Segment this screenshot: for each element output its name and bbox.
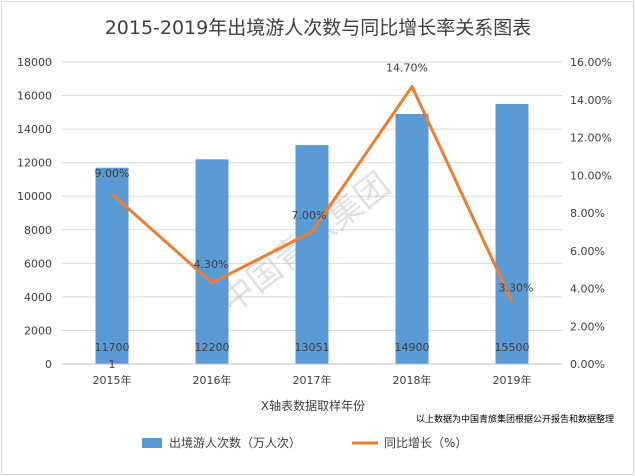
y-right-tick-label: 4.00% (570, 283, 605, 296)
bar (495, 103, 529, 364)
y-right-tick-label: 8.00% (570, 207, 605, 220)
bar (195, 159, 229, 364)
y-left-tick-label: 10000 (17, 190, 52, 203)
stray-label: 1 (109, 358, 116, 371)
y-right-tick-label: 6.00% (570, 245, 605, 258)
source-note: 以上数据为中国青旅集团根据公开报告和数据整理 (416, 413, 614, 425)
line-data-label: 7.00% (292, 209, 327, 222)
y-left-tick-label: 4000 (24, 291, 52, 304)
y-left-tick-label: 14000 (17, 123, 52, 136)
y-right-tick-label: 0.00% (570, 358, 605, 371)
bar-data-label: 15500 (495, 341, 530, 354)
y-left-tick-label: 2000 (24, 324, 52, 337)
bar-data-label: 11700 (95, 341, 130, 354)
legend-swatch-bar (142, 438, 162, 448)
legend-label-line: 同比增长（%） (384, 436, 467, 450)
bar-series (95, 103, 529, 364)
series-line (111, 85, 514, 303)
bar-data-label: 12200 (195, 341, 230, 354)
x-tick-label: 2019年 (493, 373, 532, 387)
x-axis-label: X轴表数据取样年份 (261, 398, 365, 413)
y-left-tick-label: 0 (45, 358, 52, 371)
x-tick-label: 2016年 (193, 373, 232, 387)
legend-label-bar: 出境游人次数（万人次） (169, 435, 301, 450)
y-right-tick-label: 12.00% (570, 132, 612, 145)
bar (295, 145, 329, 364)
y-left-tick-label: 16000 (17, 90, 52, 103)
x-tick-label: 2018年 (393, 373, 432, 387)
legend: 出境游人次数（万人次） 同比增长（%） (142, 435, 467, 450)
x-tick-label: 2015年 (93, 373, 132, 387)
line-series (111, 85, 514, 303)
line-data-label: 9.00% (95, 167, 130, 180)
y-right-tick-label: 10.00% (570, 169, 612, 182)
y-right-tick-label: 16.00% (570, 56, 612, 69)
y-left-tick-label: 8000 (24, 224, 52, 237)
data-labels: 11700 12200 13051 14900 15500 1 9.00% 4.30% 7.00… (95, 62, 534, 371)
bar (395, 114, 429, 364)
y-left-tick-label: 12000 (17, 157, 52, 170)
y-right-tick-label: 2.00% (570, 320, 605, 333)
line-data-label: 14.70% (386, 62, 428, 75)
chart-title: 2015-2019年出境游人次数与同比增长率关系图表 (105, 17, 532, 39)
y-right-tick-label: 14.00% (570, 94, 612, 107)
bar-data-label: 13051 (295, 341, 330, 354)
y-left-tick-label: 18000 (17, 56, 52, 69)
line-data-label: 4.30% (194, 258, 229, 271)
axes: 0 2000 4000 6000 8000 10000 12000 14000 16000 180… (17, 56, 612, 387)
line-data-label: 3.30% (499, 282, 534, 295)
x-tick-label: 2017年 (293, 373, 332, 387)
bar-data-label: 14900 (395, 341, 430, 354)
bar (95, 167, 129, 364)
y-left-tick-label: 6000 (24, 257, 52, 270)
